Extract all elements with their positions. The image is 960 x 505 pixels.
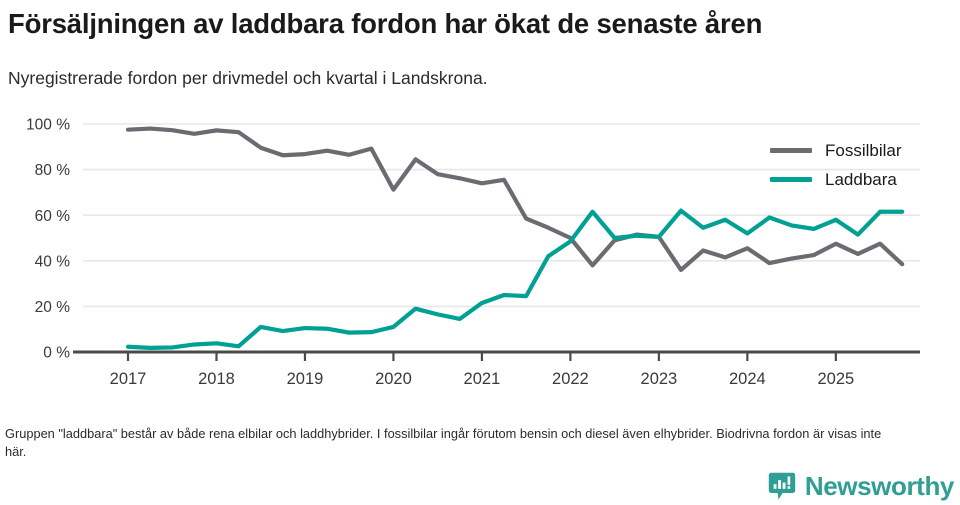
x-axis-tick-label: 2017 <box>110 370 147 388</box>
chart-footnote: Gruppen "laddbara" består av både rena e… <box>5 426 882 460</box>
x-axis-tick-label: 2020 <box>375 370 412 388</box>
legend-swatch-laddbara <box>770 177 812 182</box>
y-axis-tick-label: 60 % <box>35 208 71 225</box>
y-axis-tick-label: 40 % <box>35 253 71 270</box>
legend-swatch-fossilbilar <box>770 148 812 153</box>
bar-chart-speech-bubble-icon <box>768 472 796 500</box>
series-line-laddbara <box>125 208 905 350</box>
x-axis-tick-label: 2025 <box>817 370 854 388</box>
y-axis-tick-label: 80 % <box>35 162 71 179</box>
x-axis-ticks-group <box>126 352 837 361</box>
x-axis-tick-label: 2021 <box>464 370 501 388</box>
legend-item-laddbara: Laddbara <box>770 165 955 194</box>
y-axis-tick-label: 0 % <box>43 345 70 362</box>
legend-label-fossilbilar: Fossilbilar <box>825 140 902 160</box>
series-line-fossilbilar <box>125 126 905 273</box>
y-axis-tick-label: 20 % <box>35 299 71 316</box>
x-axis-tick-label: 2019 <box>287 370 324 388</box>
newsworthy-logo: Newsworthy <box>768 471 954 502</box>
legend-item-fossilbilar: Fossilbilar <box>770 136 955 165</box>
x-axis-tick-label: 2022 <box>552 370 589 388</box>
y-axis-tick-label: 100 % <box>26 117 70 134</box>
legend: Fossilbilar Laddbara <box>770 136 955 194</box>
x-axis-tick-label: 2023 <box>641 370 678 388</box>
x-axis-tick-label: 2024 <box>729 370 766 388</box>
x-axis-tick-label: 2018 <box>198 370 235 388</box>
page-title: Försäljningen av laddbara fordon har öka… <box>8 8 763 39</box>
x-axis-labels-group: 2017 2018 2019 2020 2021 2022 2023 2024 2025 <box>110 370 855 388</box>
chart-subtitle: Nyregistrerade fordon per drivmedel och … <box>8 68 488 88</box>
y-axis-labels-group: 0 % 20 % 40 % 60 % 80 % 100 % <box>26 117 70 362</box>
line-chart: 0 % 20 % 40 % 60 % 80 % 100 % 2017 2018 2019 202… <box>26 117 920 388</box>
plot-area: 0 % 20 % 40 % 60 % 80 % 100 % 2017 2018 2019 202… <box>0 105 960 395</box>
legend-label-laddbara: Laddbara <box>825 169 897 189</box>
brand-name: Newsworthy <box>804 471 955 501</box>
series-lines-group <box>125 126 905 350</box>
